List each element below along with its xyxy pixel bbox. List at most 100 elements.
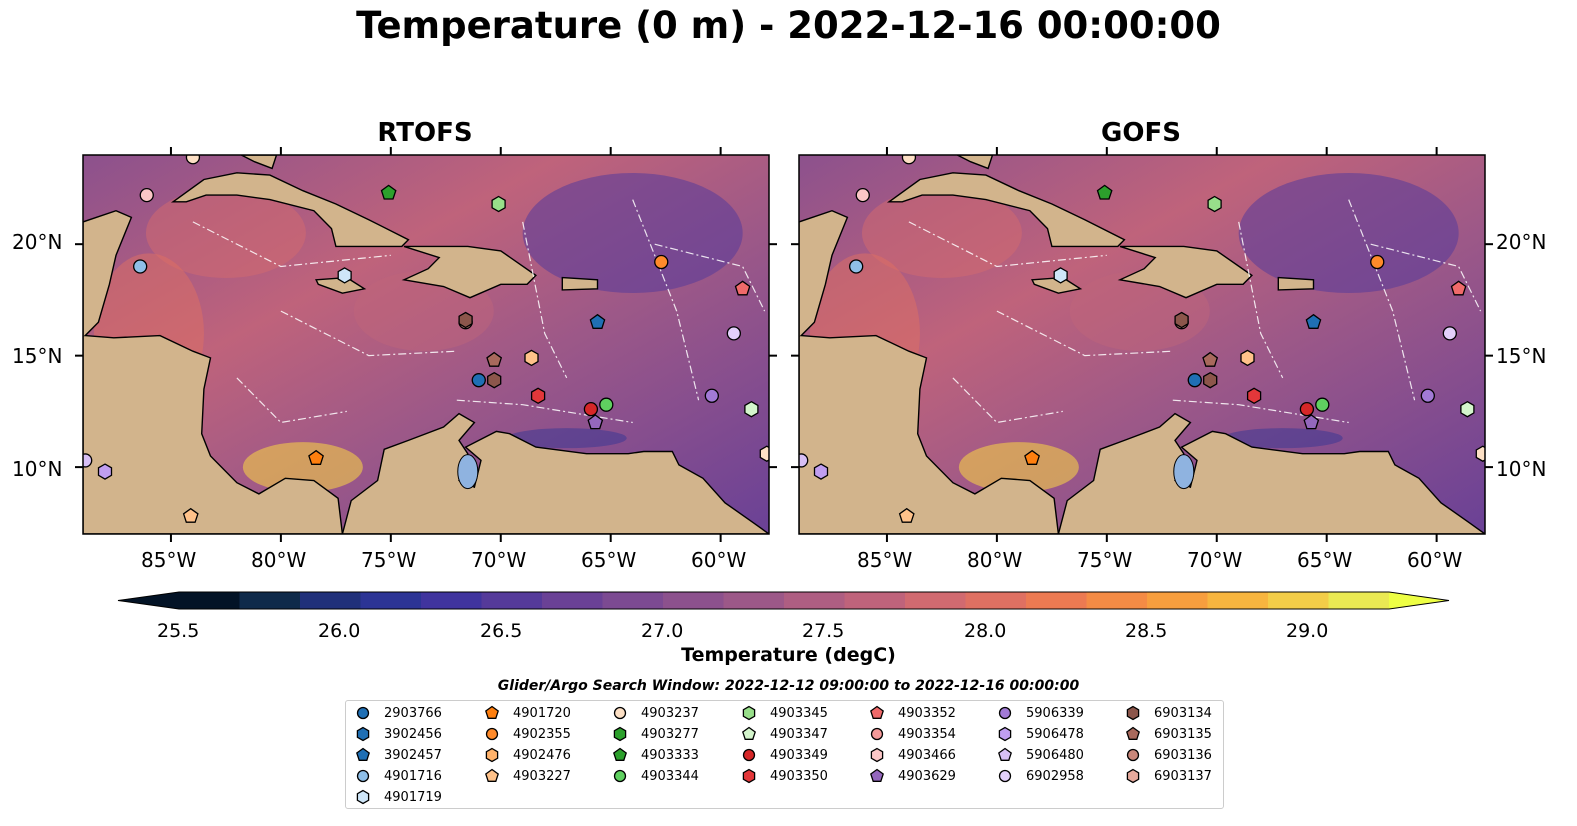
legend-item: 6902958 xyxy=(996,766,1084,786)
panel-title-gofs: GOFS xyxy=(1101,118,1181,148)
legend-item: 4903277 xyxy=(611,724,699,744)
colorbar-bin xyxy=(1207,592,1269,609)
legend-item: 4903350 xyxy=(740,766,828,786)
colorbar-tick: 28.5 xyxy=(1125,620,1168,642)
hexagon-marker-icon xyxy=(356,789,370,805)
legend-item: 4901719 xyxy=(354,787,442,807)
legend-item-label: 6903137 xyxy=(1154,768,1212,784)
float-marker xyxy=(726,326,741,341)
legend-item: 5906478 xyxy=(996,724,1084,744)
legend-item-label: 5906339 xyxy=(1026,705,1084,721)
colorbar-outline xyxy=(117,591,1450,610)
temperature-patch xyxy=(861,188,1022,279)
float-marker xyxy=(1420,388,1435,403)
float-marker xyxy=(1096,184,1113,200)
temperature-patch xyxy=(242,442,363,493)
colorbar-bin xyxy=(300,592,361,609)
colorbar-bin xyxy=(602,592,664,609)
float-marker xyxy=(486,351,503,367)
legend-item-label: 4901716 xyxy=(384,768,442,784)
float-marker xyxy=(308,449,324,465)
legend-item-label: 4903354 xyxy=(898,726,956,742)
colorbar-bin xyxy=(663,592,724,609)
landmass xyxy=(1277,276,1315,291)
colorbar-tick: 26.5 xyxy=(480,620,523,642)
float-marker xyxy=(901,155,917,165)
legend-item-label: 6903135 xyxy=(1154,726,1212,742)
float-marker xyxy=(83,453,93,468)
float-marker xyxy=(759,445,769,462)
panel-title-rtofs: RTOFS xyxy=(377,118,473,148)
float-marker xyxy=(1207,195,1222,213)
legend-item-label: 6902958 xyxy=(1026,768,1084,784)
legend-item: 6903135 xyxy=(1124,724,1212,744)
colorbar-bin xyxy=(421,592,482,609)
circle-marker-icon xyxy=(485,727,499,741)
float-marker xyxy=(530,387,546,405)
legend-item-label: 5906480 xyxy=(1026,747,1084,763)
lat-tick-right-20: 20°N xyxy=(1496,230,1547,254)
float-marker xyxy=(182,507,199,523)
legend-item: 4903344 xyxy=(611,766,699,786)
landmass xyxy=(341,412,769,534)
lon-tick-60w-left: 60°W xyxy=(691,548,747,572)
lat-tick-right-15: 15°N xyxy=(1496,344,1547,368)
float-marker xyxy=(139,187,154,203)
float-marker xyxy=(704,388,719,403)
colorbar-tick: 25.5 xyxy=(157,620,200,642)
legend-item: 4903629 xyxy=(868,766,956,786)
legend-item: 4903347 xyxy=(740,724,828,744)
circle-marker-icon xyxy=(1126,748,1140,762)
float-marker xyxy=(1305,313,1322,329)
pentagon-marker-icon xyxy=(870,705,884,719)
circle-marker-icon xyxy=(998,769,1012,783)
eez-boundary xyxy=(280,310,457,357)
legend-item: 4903227 xyxy=(483,766,571,786)
colorbar-bin xyxy=(1328,592,1390,609)
colorbar-label: Temperature (degC) xyxy=(681,644,896,666)
hexagon-marker-icon xyxy=(998,726,1012,742)
colorbar-bin xyxy=(1086,592,1148,609)
legend-item: 6903134 xyxy=(1124,703,1212,723)
lon-tick-75w-left: 75°W xyxy=(361,548,417,572)
float-marker xyxy=(471,373,486,388)
colorbar-bin xyxy=(965,592,1027,609)
legend-item: 2903766 xyxy=(354,703,442,723)
legend-item: 3902456 xyxy=(354,724,442,744)
map-frame xyxy=(82,154,770,535)
colorbar-bin xyxy=(905,592,966,609)
landmass xyxy=(170,172,410,248)
float-marker xyxy=(97,463,113,480)
legend-item: 4903466 xyxy=(868,745,956,765)
colorbar-bin xyxy=(1026,592,1087,609)
legend-item: 4902355 xyxy=(483,724,571,744)
landmass xyxy=(799,209,1060,534)
float-marker xyxy=(1174,311,1189,329)
float-marker xyxy=(487,371,502,389)
float-marker xyxy=(524,349,539,367)
colorbar-bin xyxy=(360,592,422,609)
float-marker xyxy=(1202,351,1219,367)
colorbar-tick: 26.0 xyxy=(318,620,361,642)
circle-marker-icon xyxy=(356,769,370,783)
hexagon-marker-icon xyxy=(1126,705,1140,721)
landmass xyxy=(401,245,537,299)
lon-tick-85w-left: 85°W xyxy=(141,548,197,572)
colorbar xyxy=(117,591,1450,610)
legend-item: 4902476 xyxy=(483,745,571,765)
colorbar-extend-low xyxy=(118,592,179,609)
colorbar-bin xyxy=(481,592,543,609)
lat-tick-left-10: 10°N xyxy=(12,457,63,481)
eez-boundary xyxy=(632,199,700,401)
eez-boundary xyxy=(996,310,1173,357)
float-marker xyxy=(1246,387,1262,405)
legend-item-label: 2903766 xyxy=(384,705,442,721)
eez-boundary xyxy=(522,221,568,379)
float-marker xyxy=(1460,400,1475,418)
lon-tick-60w-right: 60°W xyxy=(1407,548,1463,572)
eez-boundary xyxy=(908,221,1107,268)
float-marker xyxy=(734,280,751,296)
lat-tick-left-20: 20°N xyxy=(12,230,63,254)
legend-item: 4903237 xyxy=(611,703,699,723)
legend-item-label: 4903345 xyxy=(770,705,828,721)
